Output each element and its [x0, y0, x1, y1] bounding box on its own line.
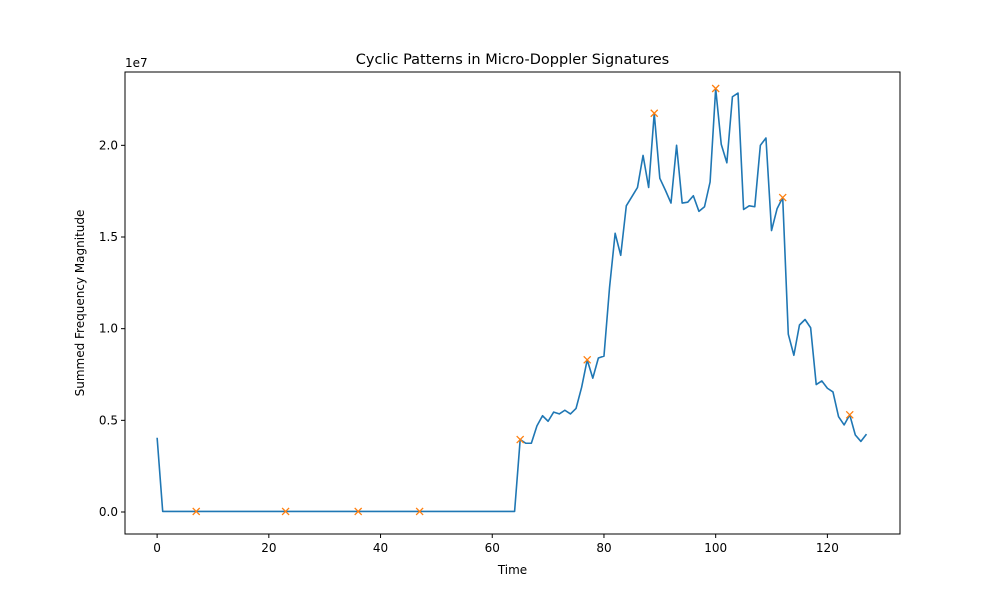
series-line [156, 87, 868, 513]
x-tick-label: 40 [373, 541, 388, 555]
peak-marker [778, 193, 787, 202]
peak-marker [583, 355, 592, 364]
x-tick-label: 60 [485, 541, 500, 555]
x-tick-label: 80 [596, 541, 611, 555]
peak-marker [516, 435, 525, 444]
y-tick-label: 1.0 [99, 322, 118, 336]
y-tick-label: 0.5 [99, 413, 118, 427]
x-tick-label: 120 [816, 541, 839, 555]
peak-marker [711, 84, 720, 93]
x-tick-label: 20 [261, 541, 276, 555]
y-offset-label: 1e7 [125, 56, 148, 70]
y-tick-label: 1.5 [99, 230, 118, 244]
plot-area [156, 84, 868, 516]
axes-frame [124, 71, 901, 535]
x-axis-label: Time [497, 563, 527, 577]
x-tick-label: 0 [153, 541, 161, 555]
peak-marker [415, 507, 424, 516]
peak-marker [281, 507, 290, 516]
x-tick-label: 100 [704, 541, 727, 555]
chart-title: Cyclic Patterns in Micro-Doppler Signatu… [356, 52, 669, 68]
peak-marker [354, 507, 363, 516]
y-tick-label: 2.0 [99, 138, 118, 152]
peak-marker [192, 507, 201, 516]
peak-marker [650, 109, 659, 118]
peak-marker [845, 410, 854, 419]
y-axis-label: Summed Frequency Magnitude [73, 210, 87, 397]
y-tick-label: 0.0 [99, 505, 118, 519]
